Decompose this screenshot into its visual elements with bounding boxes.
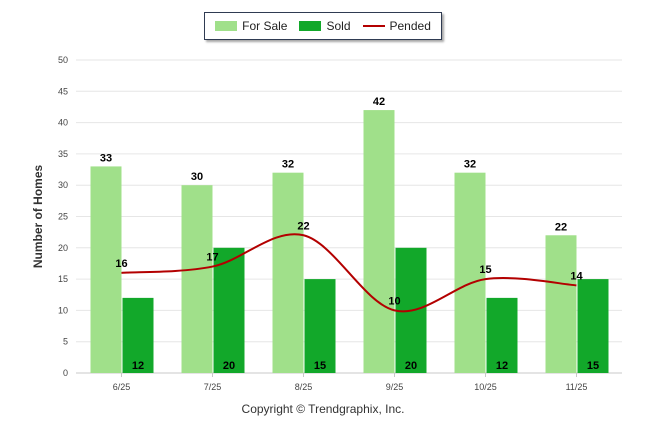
- y-tick-label: 5: [63, 337, 68, 347]
- data-label-for-sale: 42: [373, 96, 385, 108]
- y-tick-label: 50: [58, 55, 68, 65]
- data-label-sold: 20: [405, 360, 417, 372]
- y-tick-label: 45: [58, 86, 68, 96]
- y-tick-label: 20: [58, 243, 68, 253]
- data-label-sold: 12: [496, 360, 508, 372]
- bar-for-sale: [545, 235, 577, 373]
- legend-label-for-sale: For Sale: [242, 19, 288, 33]
- legend-swatch-sold: [299, 21, 322, 31]
- legend: For Sale Sold Pended: [204, 12, 442, 40]
- legend-item-for-sale: For Sale: [215, 19, 287, 33]
- y-tick-label: 40: [58, 118, 68, 128]
- y-axis-label: Number of Homes: [31, 165, 45, 269]
- bar-sold: [122, 297, 154, 373]
- legend-swatch-pended: [362, 25, 385, 27]
- data-label-for-sale: 33: [100, 152, 112, 164]
- legend-label-pended: Pended: [389, 19, 431, 33]
- y-tick-label: 10: [58, 305, 68, 315]
- legend-label-sold: Sold: [326, 19, 351, 33]
- data-label-pended: 16: [115, 258, 127, 270]
- x-tick-label: 9/25: [386, 382, 404, 392]
- bar-sold: [213, 247, 245, 373]
- data-label-sold: 15: [314, 360, 326, 372]
- y-tick-label: 35: [58, 149, 68, 159]
- legend-swatch-for-sale: [215, 21, 238, 31]
- data-label-sold: 20: [223, 360, 235, 372]
- legend-item-sold: Sold: [299, 19, 351, 33]
- x-tick-label: 7/25: [204, 382, 222, 392]
- bar-for-sale: [272, 172, 304, 373]
- data-label-pended: 14: [570, 270, 583, 282]
- data-label-for-sale: 30: [191, 171, 203, 183]
- x-tick-label: 6/25: [113, 382, 131, 392]
- data-label-pended: 17: [206, 252, 218, 264]
- data-label-for-sale: 32: [464, 159, 476, 171]
- bar-sold: [577, 279, 609, 373]
- y-tick-label: 0: [63, 368, 68, 378]
- data-label-pended: 15: [479, 264, 491, 276]
- data-label-for-sale: 32: [282, 159, 294, 171]
- x-tick-label: 10/25: [474, 382, 497, 392]
- data-label-sold: 15: [587, 360, 599, 372]
- y-tick-label: 30: [58, 180, 68, 190]
- data-label-pended: 10: [388, 295, 400, 307]
- x-tick-label: 11/25: [566, 382, 588, 392]
- x-tick-label: 8/25: [295, 382, 313, 392]
- legend-item-pended: Pended: [362, 19, 431, 33]
- data-label-sold: 12: [132, 360, 144, 372]
- bar-sold: [486, 297, 518, 373]
- bar-for-sale: [454, 172, 486, 373]
- bar-sold: [304, 279, 336, 373]
- copyright-footer: Copyright © Trendgraphix, Inc.: [241, 402, 405, 416]
- data-label-for-sale: 22: [555, 221, 567, 233]
- line-pended: [121, 233, 577, 313]
- y-tick-label: 25: [58, 212, 68, 222]
- data-label-pended: 22: [297, 220, 309, 232]
- bar-for-sale: [363, 110, 395, 373]
- bar-for-sale: [90, 166, 122, 373]
- y-tick-label: 15: [58, 274, 68, 284]
- bar-for-sale: [181, 185, 213, 373]
